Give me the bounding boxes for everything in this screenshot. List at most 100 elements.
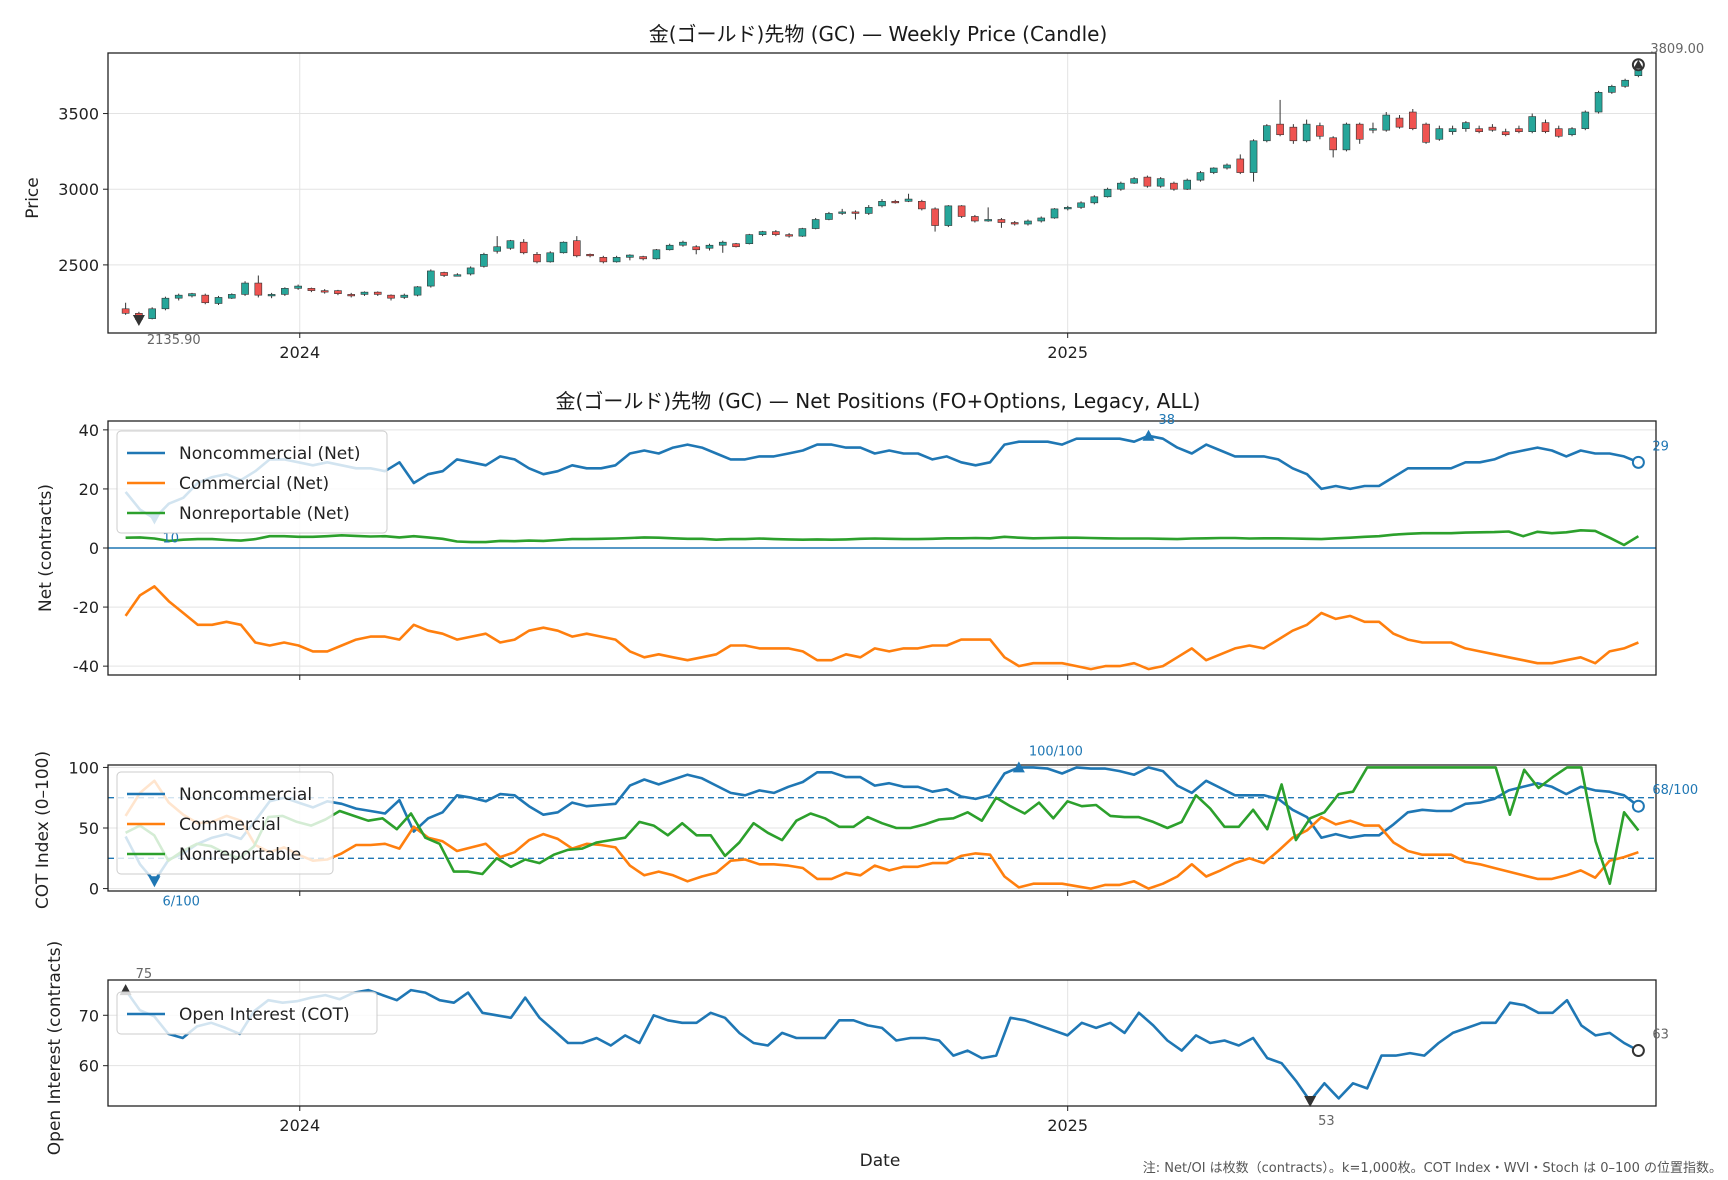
price-candle-up [506,240,515,249]
cot-max-marker [1012,761,1025,773]
price-candle-up [281,288,289,295]
price-candle-down [1289,126,1298,142]
price-candle-up [679,241,687,246]
price-candle-down [334,290,342,294]
cot-y-ticks: 0 50 100 [68,758,108,899]
price-candle-down [373,291,382,295]
price-candle-up [427,270,435,287]
price-candle-up [294,285,302,289]
oi-axes-frame [107,979,1657,1107]
price-candle-up [944,205,953,226]
price-candle-down [1316,125,1324,137]
price-candle-up [1183,179,1192,190]
price-candle-up [1037,217,1046,222]
price-candle-up [466,267,475,275]
price-candle-up [838,211,846,214]
price-candle-panel: 金(ゴールド)先物 (GC) — Weekly Price (Candle) P… [23,22,1704,362]
net-ytick-label: -40 [73,657,99,676]
price-candle-down [387,294,395,299]
cot-series-nonreportable [125,766,1640,886]
oi-max-label: 75 [136,967,153,982]
price-candle-up [188,293,196,297]
net-series-commercial [124,585,1639,671]
net-ytick-label: -20 [73,598,99,617]
price-ytick-label: 3000 [58,180,99,199]
price-candle-down [1170,182,1178,190]
price-candle-up [758,231,767,235]
price-candle-down [572,240,581,257]
price-candle-up [1090,196,1099,204]
price-candle-down [586,253,594,257]
oi-xtick-label: 2025 [1047,1116,1088,1135]
price-candle-up [1077,202,1085,208]
price-candle-up [1063,207,1072,210]
price-candle-down [1143,176,1152,187]
price-candle-up [267,294,276,297]
cot-legend-label-noncommercial: Noncommercial [179,785,312,805]
price-candle-up [1528,116,1537,133]
price-ytick-label: 3500 [58,105,99,124]
price-candle-down [1329,137,1337,151]
net-annotations: 38 10 29 [148,413,1669,546]
price-candle-down [1355,123,1364,140]
net-y-axis-label: Net (contracts) [36,484,56,612]
oi-last-marker [1631,1044,1645,1058]
net-y-ticks: -40 -20 0 20 40 [73,421,108,676]
date-x-axis-label: Date [860,1151,901,1171]
price-candle-down [692,246,701,251]
price-candle-up [1050,208,1059,219]
price-candle-up [705,244,714,249]
price-candle-up [1382,114,1391,131]
net-legend-box [116,430,388,534]
price-candle-down [1422,123,1430,143]
net-chart-title: 金(ゴールド)先物 (GC) — Net Positions (FO+Optio… [556,389,1201,413]
price-candle-up [745,234,754,245]
cot-series-commercial [124,779,1639,890]
price-candle-up [718,241,727,246]
price-candle-up [652,249,661,260]
oi-ytick-label: 70 [79,1006,99,1025]
oi-min-label: 53 [1318,1114,1335,1129]
cot-legend: Noncommercial Commercial Nonreportable [116,771,334,875]
price-candle-up [546,252,555,263]
price-candle-up [878,201,886,207]
price-candle-up [811,219,820,229]
oi-min-marker [1304,1095,1317,1107]
cot-min-label: 6/100 [162,894,199,909]
net-positions-panel: 金(ゴールド)先物 (GC) — Net Positions (FO+Optio… [36,389,1669,680]
price-candle-up [1103,188,1112,198]
price-candle-up [1608,85,1616,93]
price-candle-up [1594,92,1603,113]
oi-legend-label-oi: Open Interest (COT) [179,1005,350,1025]
price-candle-down [785,234,793,237]
cot-ytick-label: 100 [68,758,99,777]
price-grid [108,53,1656,333]
net-last-marker [1631,455,1645,469]
cot-max-label: 100/100 [1029,744,1083,759]
price-candle-up [1156,178,1165,187]
price-candle-up [1435,128,1444,140]
price-candle-down [440,272,448,276]
price-xtick-label: 2024 [279,343,320,362]
oi-y-ticks: 60 70 [79,1006,108,1076]
price-candle-up [864,207,873,214]
price-candle-up [1369,128,1377,131]
cot-ytick-label: 0 [89,880,99,899]
price-candle-down [918,201,926,210]
price-candle-down [891,201,900,204]
cot-last-label: 68/100 [1652,783,1698,798]
footnote: 注: Net/OI は枚数（contracts）。k=1,000枚。COT In… [1143,1161,1722,1176]
price-candle-up [227,294,236,299]
price-candle-down [772,231,780,235]
price-axes-frame [107,52,1657,334]
price-candle-up [1302,123,1311,142]
net-legend-label-noncommercial: Noncommercial (Net) [179,444,361,464]
price-candle-up [1621,79,1629,87]
price-candle-down [1554,128,1563,137]
price-candle-down [519,241,528,254]
price-candle-up [241,282,249,295]
price-candle-up [148,308,156,319]
